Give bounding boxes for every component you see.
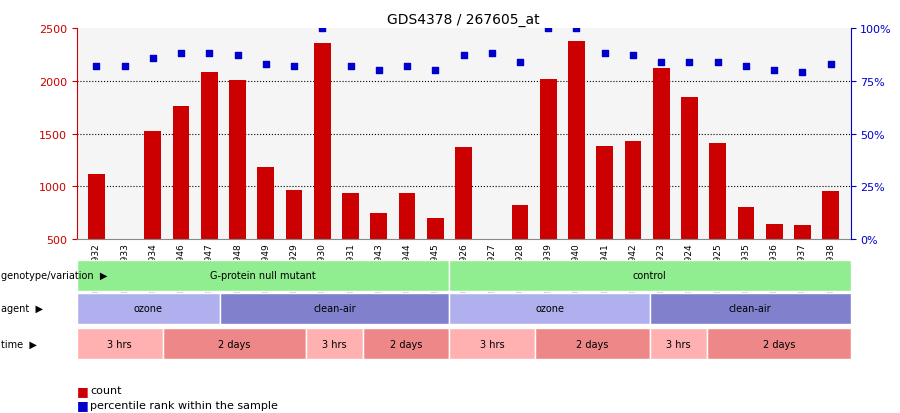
Text: percentile rank within the sample: percentile rank within the sample (90, 400, 278, 410)
Bar (540, 79, 557, 292)
Bar (597, 147, 613, 292)
Point (824, 62, 838, 68)
Bar (511, 206, 528, 292)
Point (372, 68, 386, 74)
Bar (342, 193, 359, 292)
Point (174, 51, 188, 57)
Point (767, 68, 781, 74)
Text: agent  ▶: agent ▶ (1, 304, 43, 314)
Bar (766, 225, 783, 292)
Bar (144, 132, 161, 292)
Text: ■: ■ (76, 384, 88, 397)
Point (230, 53, 245, 59)
Point (202, 51, 217, 57)
Bar (229, 81, 246, 292)
Text: ■: ■ (76, 398, 88, 411)
Bar (173, 107, 190, 292)
Bar (794, 226, 811, 292)
Point (598, 51, 612, 57)
Text: 3 hrs: 3 hrs (666, 339, 691, 349)
Text: count: count (90, 385, 122, 395)
Point (89, 64, 104, 70)
Text: 2 days: 2 days (218, 339, 250, 349)
Text: genotype/variation  ▶: genotype/variation ▶ (1, 271, 107, 281)
Text: control: control (633, 271, 667, 281)
Bar (257, 168, 274, 292)
Point (146, 55, 160, 62)
Point (626, 53, 640, 59)
Text: 2 days: 2 days (762, 339, 795, 349)
Bar (314, 44, 330, 292)
Bar (652, 69, 670, 292)
Point (258, 62, 273, 68)
Point (400, 64, 414, 70)
Point (570, 26, 584, 32)
Point (710, 59, 724, 66)
Point (541, 26, 555, 32)
Bar (370, 213, 387, 292)
Text: 2 days: 2 days (390, 339, 422, 349)
Text: G-protein null mutant: G-protein null mutant (210, 271, 316, 281)
Text: ozone: ozone (134, 304, 163, 314)
Point (682, 59, 697, 66)
Point (456, 53, 471, 59)
Point (484, 51, 499, 57)
Bar (285, 190, 302, 292)
Text: clean-air: clean-air (729, 304, 771, 314)
Point (654, 59, 669, 66)
Point (428, 68, 443, 74)
Bar (455, 148, 472, 292)
Title: GDS4378 / 267605_at: GDS4378 / 267605_at (387, 12, 540, 26)
Text: 3 hrs: 3 hrs (107, 339, 131, 349)
Point (739, 64, 753, 70)
Bar (568, 42, 585, 292)
Point (513, 59, 527, 66)
Point (343, 64, 357, 70)
Text: 3 hrs: 3 hrs (480, 339, 505, 349)
Bar (116, 241, 133, 292)
Text: ozone: ozone (535, 304, 564, 314)
Point (315, 26, 329, 32)
Bar (823, 191, 839, 292)
Bar (399, 193, 416, 292)
Text: 2 days: 2 days (576, 339, 608, 349)
Bar (737, 208, 754, 292)
Bar (483, 241, 500, 292)
Bar (427, 218, 444, 292)
Bar (88, 174, 104, 292)
Bar (625, 142, 642, 292)
Text: 3 hrs: 3 hrs (322, 339, 346, 349)
Point (117, 64, 131, 70)
Text: time  ▶: time ▶ (1, 339, 37, 349)
Bar (681, 97, 698, 292)
Bar (201, 73, 218, 292)
Point (287, 64, 302, 70)
Point (796, 70, 810, 76)
Text: clean-air: clean-air (313, 304, 356, 314)
Bar (709, 144, 726, 292)
